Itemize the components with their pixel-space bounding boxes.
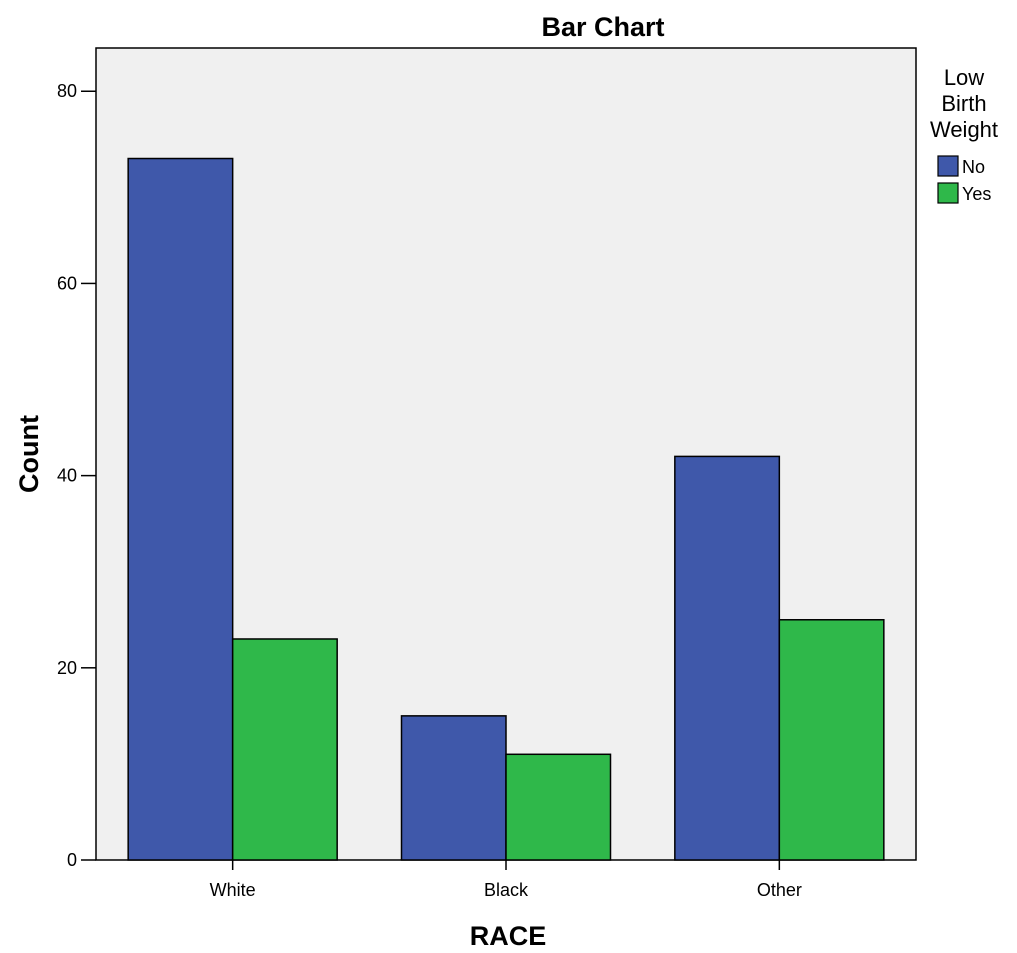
y-tick-label: 40	[57, 466, 77, 486]
legend-label-no: No	[962, 157, 985, 177]
x-axis-title: RACE	[470, 921, 547, 951]
bar-black-yes	[505, 753, 612, 861]
bar-white-yes	[231, 638, 338, 861]
x-tick-label-white: White	[210, 880, 256, 900]
x-tick-label-other: Other	[757, 880, 802, 900]
legend-swatch-yes	[937, 182, 959, 204]
x-axis: White Black Other	[210, 860, 802, 900]
legend-swatch-no	[937, 155, 959, 177]
bar-white-no	[127, 157, 234, 861]
legend-title-line: Birth	[941, 91, 986, 116]
legend-title-line: Low	[944, 65, 984, 90]
chart-title: Bar Chart	[541, 12, 664, 42]
bars	[127, 157, 885, 861]
bar-black-no	[400, 715, 507, 861]
legend-label-yes: Yes	[962, 184, 991, 204]
y-tick-label: 20	[57, 658, 77, 678]
y-tick-label: 80	[57, 81, 77, 101]
bar-other-yes	[778, 619, 885, 861]
y-tick-label: 0	[67, 850, 77, 870]
x-tick-label-black: Black	[484, 880, 529, 900]
y-tick-label: 60	[57, 273, 77, 293]
legend-title-line: Weight	[930, 117, 998, 142]
y-axis-title: Count	[14, 415, 44, 493]
y-axis: 0 20 40 60 80	[57, 81, 96, 870]
bar-other-no	[674, 455, 781, 861]
